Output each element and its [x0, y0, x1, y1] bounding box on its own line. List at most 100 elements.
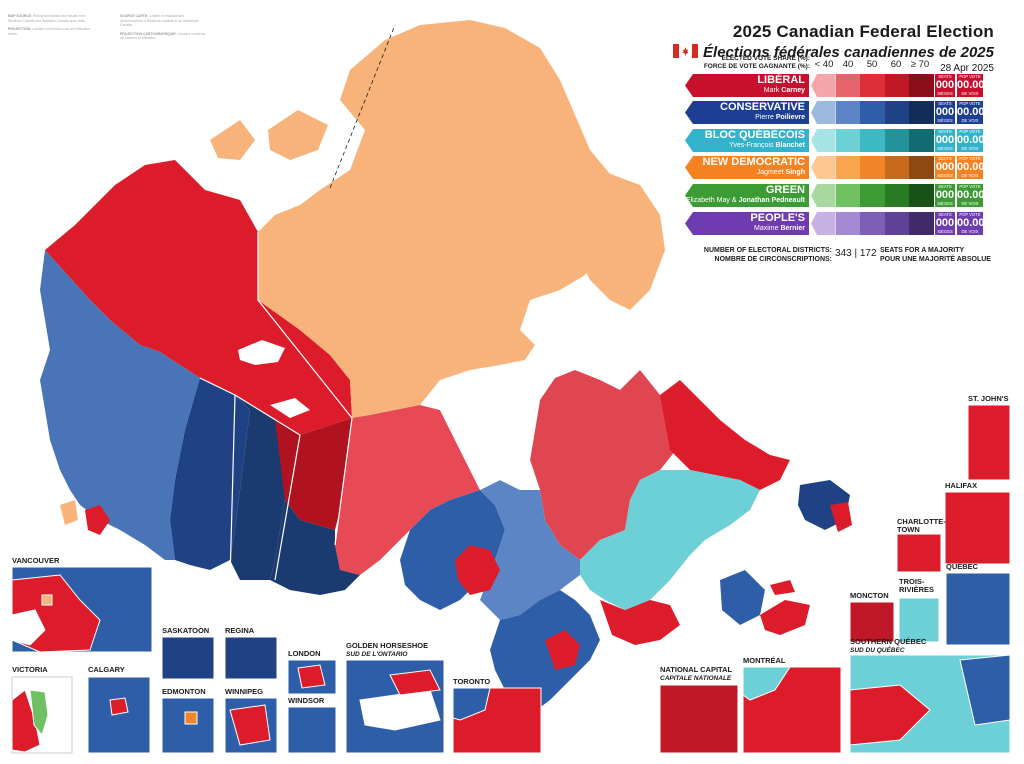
seats-label: SEATS — [938, 184, 952, 189]
vote-share-swatch — [835, 101, 861, 124]
pop-vote-box: POP VOTE 00.00% DE VOIX — [957, 156, 994, 179]
quebec-bloc-region[interactable] — [580, 470, 760, 610]
party-row-bloc[interactable]: BLOC QUÉBÉCOIS Yves-François Blanchet SEA… — [685, 129, 994, 152]
bc-region[interactable] — [40, 250, 200, 560]
st-johns-inset[interactable] — [967, 404, 1011, 481]
vote-share-swatch — [835, 74, 861, 97]
vote-share-swatches — [811, 129, 934, 152]
winnipeg-red — [229, 704, 271, 746]
districts-labels: NUMBER OF ELECTORAL DISTRICTS: NOMBRE DE… — [680, 246, 832, 264]
manitoba-north-region[interactable] — [275, 418, 352, 530]
yukon-region[interactable] — [45, 160, 352, 435]
party-row-ppc[interactable]: PEOPLE'S Maxime Bernier SEATS 000 SIÈGES PO… — [685, 212, 994, 235]
inset-label-toronto: TORONTO — [453, 677, 491, 686]
golden-horseshoe-red — [389, 669, 441, 696]
newfoundland-red — [830, 502, 852, 532]
vote-share-swatch — [884, 212, 910, 235]
ontario-east-region[interactable] — [480, 480, 580, 620]
seats-label: SEATS — [938, 74, 952, 79]
national-capital-inset[interactable] — [659, 684, 739, 754]
territory-border — [334, 417, 353, 546]
vote-share-swatch — [811, 74, 836, 97]
party-row-conservative[interactable]: CONSERVATIVE Pierre Poilievre SEATS 000 SIÈ… — [685, 101, 994, 124]
moncton-inset[interactable] — [849, 601, 895, 643]
party-row-ndp[interactable]: NEW DEMOCRATIC Jagmeet Singh SEATS 000 SIÈG… — [685, 156, 994, 179]
new-brunswick-region[interactable] — [720, 570, 765, 625]
inset-label-halifax: HALIFAX — [945, 481, 978, 490]
territory-border — [229, 394, 236, 581]
pop-label: POP VOTE — [959, 129, 981, 134]
leader-last: Jonathan Pedneault — [738, 197, 805, 204]
quebec-north-region[interactable] — [530, 370, 680, 560]
pop-label-fr: DE VOIX — [961, 146, 979, 151]
inset-label-windsor: WINDSOR — [288, 696, 325, 705]
inset-label-charlottetown: CHARLOTTE-TOWN — [897, 517, 946, 534]
saskatoon-inset[interactable] — [161, 636, 215, 680]
victoria-red — [11, 689, 41, 753]
regina-inset[interactable] — [224, 636, 278, 680]
southern-ontario-region[interactable] — [490, 590, 600, 715]
labrador-region[interactable] — [660, 380, 790, 490]
vote-share-swatch — [884, 156, 910, 179]
party-leader: Maxime Bernier — [685, 224, 805, 233]
calgary-inset[interactable] — [87, 676, 151, 754]
party-name-box: CONSERVATIVE Pierre Poilievre — [685, 101, 809, 124]
majority-label-en: SEATS FOR A MAJORITY — [880, 247, 965, 254]
seats-value: 000 — [935, 161, 955, 173]
vote-share-swatch — [860, 101, 885, 124]
windsor-inset[interactable] — [287, 706, 337, 754]
inset-label-vancouver: VANCOUVER — [12, 556, 60, 565]
inset-label-regina: REGINA — [225, 626, 255, 635]
bin-label: < 40 — [814, 59, 834, 70]
great-slave-lake — [270, 398, 310, 418]
vote-share-swatch — [835, 129, 861, 152]
note-text: Limites et résultats des circonscription… — [120, 14, 199, 28]
bc-red-pocket — [85, 505, 110, 535]
calgary-red — [109, 697, 129, 716]
vote-share-swatch — [909, 74, 934, 97]
pei-region[interactable] — [770, 580, 795, 595]
nunavut-region[interactable] — [258, 20, 630, 418]
seats-label: SEATS — [938, 129, 952, 134]
bc-orange-pocket — [60, 500, 78, 525]
alberta-region[interactable] — [170, 378, 250, 570]
seats-label: SEATS — [938, 156, 952, 161]
trois-rivieres-inset[interactable] — [898, 597, 940, 643]
inset-subtitle: SUD DU QUÉBEC — [850, 647, 905, 654]
majority-labels: SEATS FOR A MAJORITY POUR UNE MAJORITÉ A… — [880, 246, 1020, 264]
seats-value: 000 — [935, 106, 955, 118]
insets — [11, 404, 1011, 754]
party-row-liberal[interactable]: LIBÉRAL Mark Carney SEATS 000 SIÈGES POP VO… — [685, 74, 994, 97]
pop-label-fr: DE VOIX — [961, 201, 979, 206]
party-row-green[interactable]: GREEN Elizabeth May & Jonathan Pedneault … — [685, 184, 994, 207]
pop-value: 00.00% — [957, 106, 995, 118]
manitoba-south-region[interactable] — [270, 500, 360, 595]
leader-last: Singh — [785, 169, 805, 176]
halifax-inset[interactable] — [944, 491, 1011, 565]
london-red — [297, 664, 326, 689]
bin-label: 60 — [890, 59, 902, 70]
party-name-box: NEW DEMOCRATIC Jagmeet Singh — [685, 156, 809, 179]
majority-count: 172 — [859, 248, 877, 259]
canada-flag-icon — [673, 44, 699, 58]
leader-first: Elizabeth May & — [685, 197, 737, 204]
leader-last: Blanchet — [775, 142, 805, 149]
pop-label: POP VOTE — [959, 74, 981, 79]
bin-label: 50 — [866, 59, 878, 70]
inset-label-trois-rivieres: TROIS-RIVIÈRES — [899, 577, 935, 594]
note-label: SOURCE CARTE: — [120, 14, 149, 18]
vancouver-orange — [41, 594, 53, 606]
edmonton-inset[interactable] — [161, 697, 215, 754]
pop-vote-box: POP VOTE 00.00% DE VOIX — [957, 101, 995, 124]
pop-label-fr: DE VOIX — [961, 229, 979, 234]
seats-value: 000 — [935, 79, 955, 91]
quebec-city-inset[interactable] — [945, 572, 1011, 646]
nova-scotia-region[interactable] — [760, 600, 810, 635]
charlottetown-inset[interactable] — [896, 533, 942, 573]
ontario-north-region[interactable] — [335, 405, 480, 575]
inset-label-montreal: MONTRÉAL — [743, 656, 786, 665]
inset-label-golden-horseshoe: GOLDEN HORSESHOE SUD DE L'ONTARIO — [346, 642, 428, 659]
inset-subtitle: CAPITALE NATIONALE — [660, 675, 732, 682]
pop-label: POP VOTE — [959, 184, 981, 189]
